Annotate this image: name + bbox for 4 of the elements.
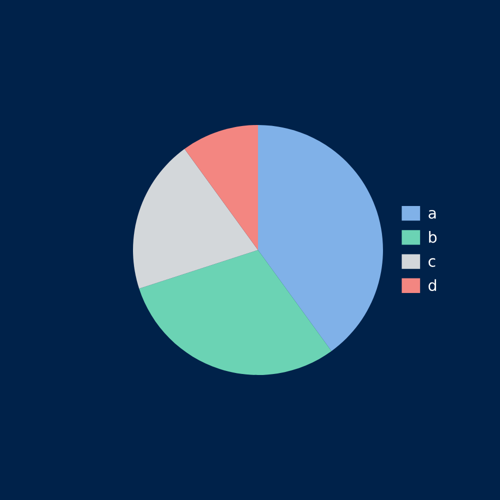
legend-label: c <box>428 258 436 267</box>
legend-label: a <box>428 210 436 219</box>
legend-label: d <box>428 279 436 292</box>
legend-label: b <box>429 231 437 243</box>
